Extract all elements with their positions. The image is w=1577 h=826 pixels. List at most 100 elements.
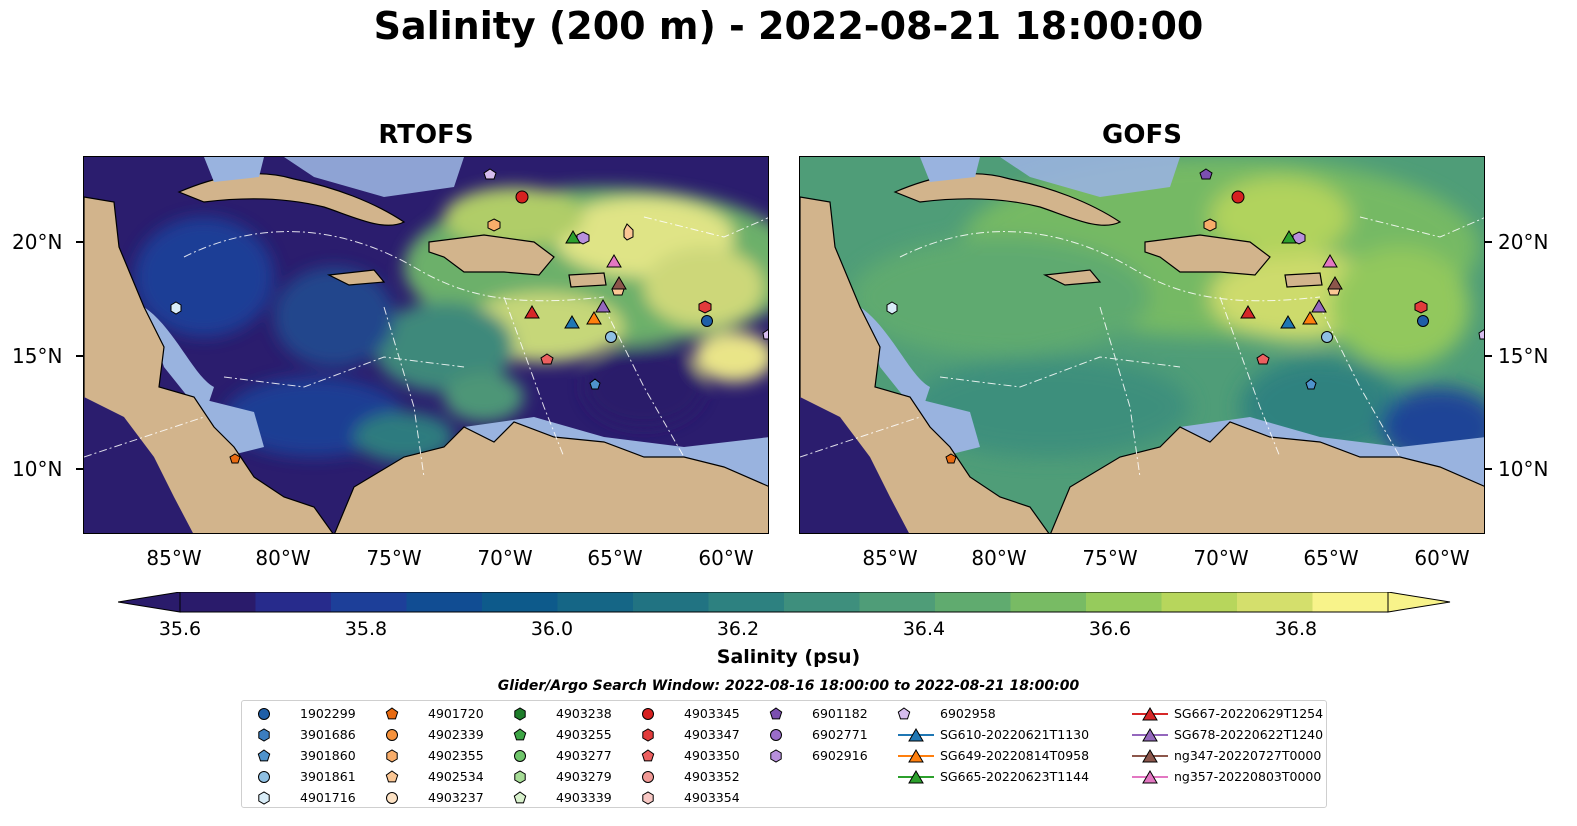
lat-tick-left-10: 10°N	[12, 457, 63, 481]
legend-label: 4903350	[684, 748, 740, 763]
colorbar-tick-36.2: 36.2	[716, 618, 760, 640]
legend-label: 4903238	[556, 706, 612, 721]
lon-tick-left-60: 60°W	[698, 546, 754, 570]
panel-title-rtofs: RTOFS	[378, 120, 474, 150]
legend-label: 3901860	[300, 748, 356, 763]
triangle-marker-icon	[1132, 707, 1168, 721]
colorbar-tick-35.8: 35.8	[344, 618, 388, 640]
legend-label: 4902534	[428, 769, 484, 784]
legend-label: 6902771	[812, 727, 868, 742]
colorbar-band	[331, 592, 407, 612]
hexagon-marker-icon	[642, 728, 654, 742]
colorbar-band	[406, 592, 483, 612]
colorbar-tick-36.6: 36.6	[1088, 618, 1132, 640]
map-panel-gofs[interactable]	[799, 156, 1485, 534]
colorbar-band	[1237, 592, 1313, 612]
legend-label: SG649-20220814T0958	[940, 748, 1090, 763]
colorbar-tick-36.4: 36.4	[902, 618, 946, 640]
circle-marker-icon	[386, 792, 398, 804]
lon-tick-right-85: 85°W	[862, 546, 918, 570]
colorbar-band	[1312, 592, 1389, 612]
colorbar-label: Salinity (psu)	[716, 646, 861, 668]
colorbar-band	[1161, 592, 1238, 612]
legend-label: 3901861	[300, 769, 356, 784]
legend-label: 4903255	[556, 727, 612, 742]
triangle-marker-icon	[898, 770, 934, 784]
circle-marker-icon	[642, 771, 654, 783]
triangle-marker-icon	[898, 728, 934, 742]
legend-label: SG665-20220623T1144	[940, 769, 1090, 784]
pentagon-marker-icon	[513, 791, 527, 804]
lon-tick-right-75: 75°W	[1082, 546, 1138, 570]
triangle-marker-icon	[1132, 770, 1168, 784]
lat-tick-right-15: 15°N	[1498, 344, 1549, 368]
hexagon-marker-icon	[386, 749, 398, 763]
legend-label: 3901686	[300, 727, 356, 742]
colorbar-band	[557, 592, 634, 612]
triangle-marker-icon	[898, 749, 934, 763]
legend-label: SG610-20220621T1130	[940, 727, 1090, 742]
pentagon-marker-icon	[385, 770, 399, 783]
lon-tick-left-75: 75°W	[366, 546, 422, 570]
panel-title-gofs: GOFS	[1102, 120, 1182, 150]
legend-label: 4903347	[684, 727, 740, 742]
lon-tick-left-65: 65°W	[587, 546, 643, 570]
colorbar-tick-36.8: 36.8	[1274, 618, 1318, 640]
legend-label: 4903352	[684, 769, 740, 784]
lat-tick-right-20: 20°N	[1498, 230, 1549, 254]
pentagon-marker-icon	[257, 749, 271, 762]
legend-label: 4903279	[556, 769, 612, 784]
colorbar-band	[482, 592, 558, 612]
legend: 1902299 3901686 3901860 3901861 4901716 49017…	[241, 700, 1327, 808]
pentagon-marker-icon	[769, 707, 783, 720]
legend-label: 4903237	[428, 790, 484, 805]
colorbar-band	[1010, 592, 1087, 612]
lat-tick-left-20: 20°N	[12, 230, 63, 254]
legend-label: 4903277	[556, 748, 612, 763]
legend-label: 6901182	[812, 706, 868, 721]
legend-label: 4902355	[428, 748, 484, 763]
lon-tick-left-80: 80°W	[255, 546, 311, 570]
hexagon-marker-icon	[258, 791, 270, 805]
lat-tick-right-10: 10°N	[1498, 457, 1549, 481]
triangle-marker-icon	[1132, 749, 1168, 763]
legend-label: 6902958	[940, 706, 996, 721]
colorbar-band	[935, 592, 1011, 612]
colorbar-band	[784, 592, 860, 612]
legend-label: 4903345	[684, 706, 740, 721]
circle-marker-icon	[514, 750, 526, 762]
legend-label: 4903339	[556, 790, 612, 805]
legend-label: SG667-20220629T1254	[1174, 706, 1324, 721]
legend-label: ng347-20220727T0000	[1174, 748, 1322, 763]
triangle-marker-icon	[1132, 728, 1168, 742]
hexagon-marker-icon	[770, 749, 782, 763]
lat-tick-left-15: 15°N	[12, 344, 63, 368]
lon-tick-right-65: 65°W	[1303, 546, 1359, 570]
colorbar	[118, 592, 1451, 613]
hexagon-marker-icon	[258, 728, 270, 742]
hexagon-marker-icon	[514, 707, 526, 721]
lon-tick-right-80: 80°W	[971, 546, 1027, 570]
legend-label: 4901716	[300, 790, 356, 805]
map-panel-rtofs[interactable]	[83, 156, 769, 534]
pentagon-marker-icon	[385, 707, 399, 720]
colorbar-tick-36.0: 36.0	[530, 618, 574, 640]
legend-label: ng357-20220803T0000	[1174, 769, 1322, 784]
search-window-caption: Glider/Argo Search Window: 2022-08-16 18…	[497, 678, 1080, 694]
colorbar-band	[859, 592, 936, 612]
lon-tick-right-70: 70°W	[1193, 546, 1249, 570]
legend-label: 4902339	[428, 727, 484, 742]
legend-label: 1902299	[300, 706, 356, 721]
legend-label: 4903354	[684, 790, 740, 805]
lon-tick-left-70: 70°W	[477, 546, 533, 570]
pentagon-marker-icon	[513, 728, 527, 741]
circle-marker-icon	[258, 771, 270, 783]
circle-marker-icon	[258, 708, 270, 720]
colorbar-band	[255, 592, 332, 612]
hexagon-marker-icon	[642, 791, 654, 805]
legend-label: 4901720	[428, 706, 484, 721]
colorbar-tick-35.6: 35.6	[158, 618, 202, 640]
lon-tick-left-85: 85°W	[146, 546, 202, 570]
circle-marker-icon	[770, 729, 782, 741]
colorbar-band	[180, 592, 256, 612]
